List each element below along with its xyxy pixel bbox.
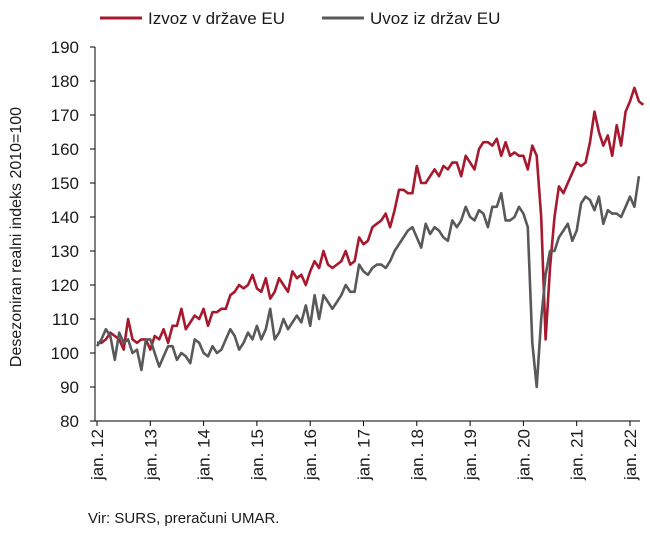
- series-lines: [95, 86, 645, 389]
- y-tick-label: 160: [51, 140, 79, 159]
- y-tick-label: 120: [51, 276, 79, 295]
- y-tick-label: 80: [60, 412, 79, 431]
- x-tick-label: jan. 20: [514, 429, 533, 481]
- y-tick-label: 190: [51, 38, 79, 57]
- y-axis-label: Desezoniran realni indeks 2010=100: [8, 107, 25, 367]
- x-tick-label: jan. 22: [621, 429, 640, 481]
- y-tick-label: 130: [51, 242, 79, 261]
- x-tick-label: jan. 19: [461, 429, 480, 481]
- y-tick-label: 110: [52, 310, 79, 329]
- x-tick-label: jan. 16: [301, 429, 320, 481]
- legend-label-export: Izvoz v države EU: [148, 9, 285, 28]
- y-tick-label: 90: [60, 378, 79, 397]
- legend: Izvoz v države EU Uvoz iz držav EU: [100, 9, 500, 28]
- y-tick-label: 170: [51, 106, 79, 125]
- x-tick-label: jan. 17: [355, 429, 374, 481]
- y-tick-label: 100: [51, 344, 79, 363]
- y-tick-label: 180: [51, 72, 79, 91]
- x-tick-label: jan. 13: [141, 429, 160, 481]
- x-tick-label: jan. 18: [408, 429, 427, 481]
- y-tick-label: 140: [51, 208, 79, 227]
- x-tick-label: jan. 21: [568, 429, 587, 481]
- series-line-export: [97, 86, 645, 351]
- source-note: Vir: SURS, preračuni UMAR.: [88, 510, 280, 527]
- legend-label-import: Uvoz iz držav EU: [370, 9, 500, 28]
- series-line-import: [95, 176, 641, 389]
- x-tick-label: jan. 12: [88, 429, 107, 481]
- y-tick-label: 150: [51, 174, 79, 193]
- y-ticks: 80 90 100 110 120 130 140 150 160 170 180 190: [51, 38, 95, 431]
- x-tick-label: jan. 15: [248, 429, 267, 481]
- x-ticks: jan. 12 jan. 13 jan. 14 jan. 15 jan. 16 jan. …: [88, 421, 640, 481]
- x-tick-label: jan. 14: [195, 429, 214, 481]
